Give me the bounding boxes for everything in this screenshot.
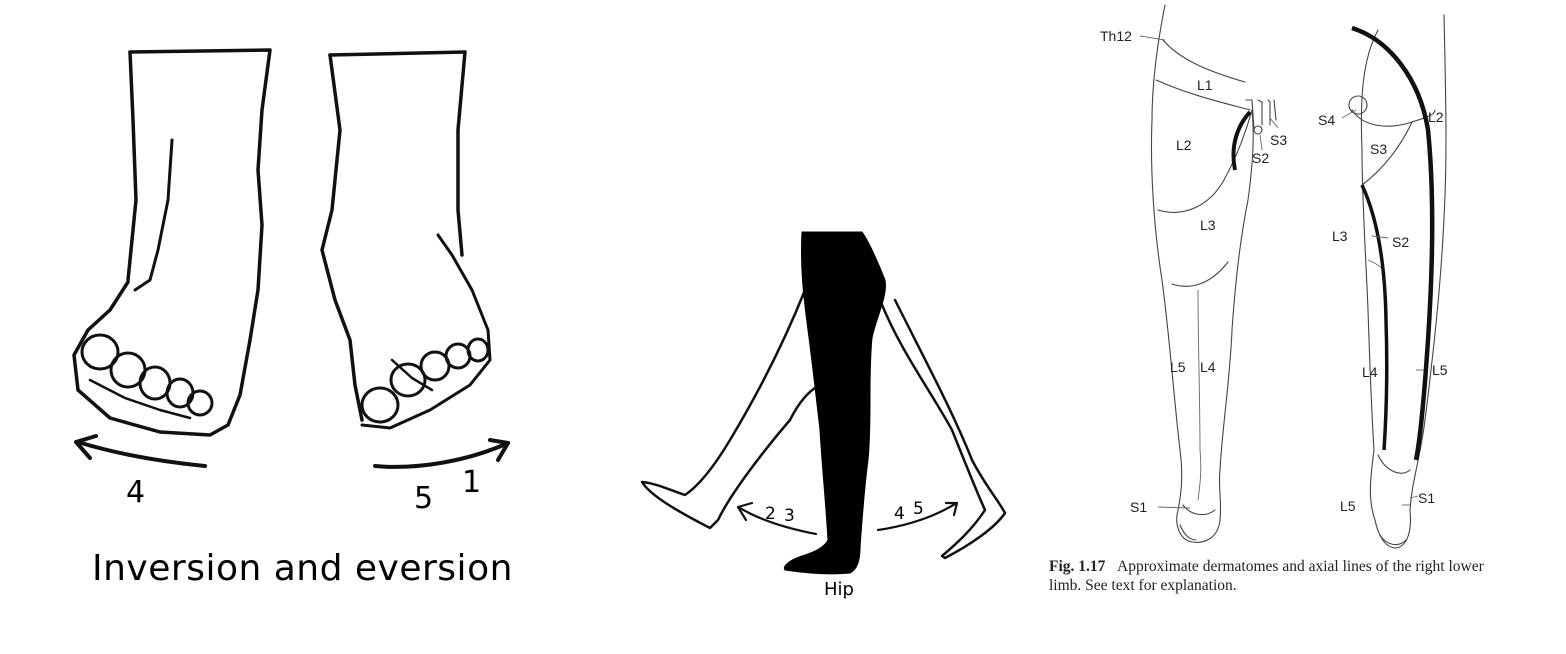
extension-number-1: 2 (765, 504, 776, 524)
label-l3-front: L3 (1200, 217, 1216, 233)
label-l2-back: L2 (1428, 109, 1444, 125)
label-l5-back-foot: L5 (1340, 498, 1356, 514)
flexion-number-2: 5 (913, 499, 924, 519)
right-foot (320, 50, 492, 430)
label-l5-front: L5 (1170, 359, 1186, 375)
label-s3-front: S3 (1270, 132, 1287, 148)
back-view-limb (1348, 14, 1447, 549)
front-view-limb (1150, 4, 1277, 543)
front-leg-outline (878, 298, 1007, 560)
label-th12: Th12 (1100, 28, 1132, 44)
hip-drawing: 2 3 4 5 (640, 231, 1007, 575)
figure-caption: Fig. 1.17 Approximate dermatomes and axi… (1049, 557, 1519, 595)
inversion-number: 4 (126, 475, 145, 510)
eversion-arrow (373, 438, 510, 469)
flexion-arrow (876, 501, 959, 532)
inversion-eversion-figure: 4 5 1 Inversion and eversion (0, 0, 560, 654)
label-l4-front: L4 (1200, 359, 1216, 375)
label-s4-back: S4 (1318, 112, 1335, 128)
extension-number-2: 3 (784, 506, 795, 526)
eversion-number-2: 1 (462, 465, 481, 500)
label-l2-front: L2 (1176, 137, 1192, 153)
label-s2-back: S2 (1392, 234, 1409, 250)
label-s1-back: S1 (1418, 490, 1435, 506)
flexion-number-1: 4 (894, 504, 905, 524)
dermatomes-figure: Th12 L1 L2 L3 L5 L4 S1 S3 S2 S4 L2 S3 L3… (1040, 0, 1566, 654)
inversion-arrow (74, 434, 207, 468)
hip-movement-figure: 2 3 4 5 Hip (600, 0, 1040, 654)
back-leg-outline (640, 288, 822, 530)
eversion-number-1: 5 (414, 481, 433, 516)
hip-label: Hip (824, 579, 854, 600)
label-s3-back: S3 (1370, 141, 1387, 157)
label-l5-back: L5 (1432, 362, 1448, 378)
feet-drawing: 4 5 1 (72, 48, 510, 516)
label-l1-front: L1 (1197, 77, 1213, 93)
label-l3-back: L3 (1332, 228, 1348, 244)
label-s1-front: S1 (1130, 499, 1147, 515)
figure-caption-text: Approximate dermatomes and axial lines o… (1049, 558, 1484, 594)
feet-caption: Inversion and eversion (92, 548, 513, 589)
figure-number: Fig. 1.17 (1049, 558, 1106, 575)
label-l4-back: L4 (1362, 364, 1378, 380)
label-s2-front: S2 (1252, 150, 1269, 166)
extension-arrow (736, 501, 818, 536)
standing-leg-silhouette (783, 231, 886, 575)
dermatome-drawing: Th12 L1 L2 L3 L5 L4 S1 S3 S2 S4 L2 S3 L3… (1100, 4, 1448, 549)
left-foot (72, 48, 272, 437)
